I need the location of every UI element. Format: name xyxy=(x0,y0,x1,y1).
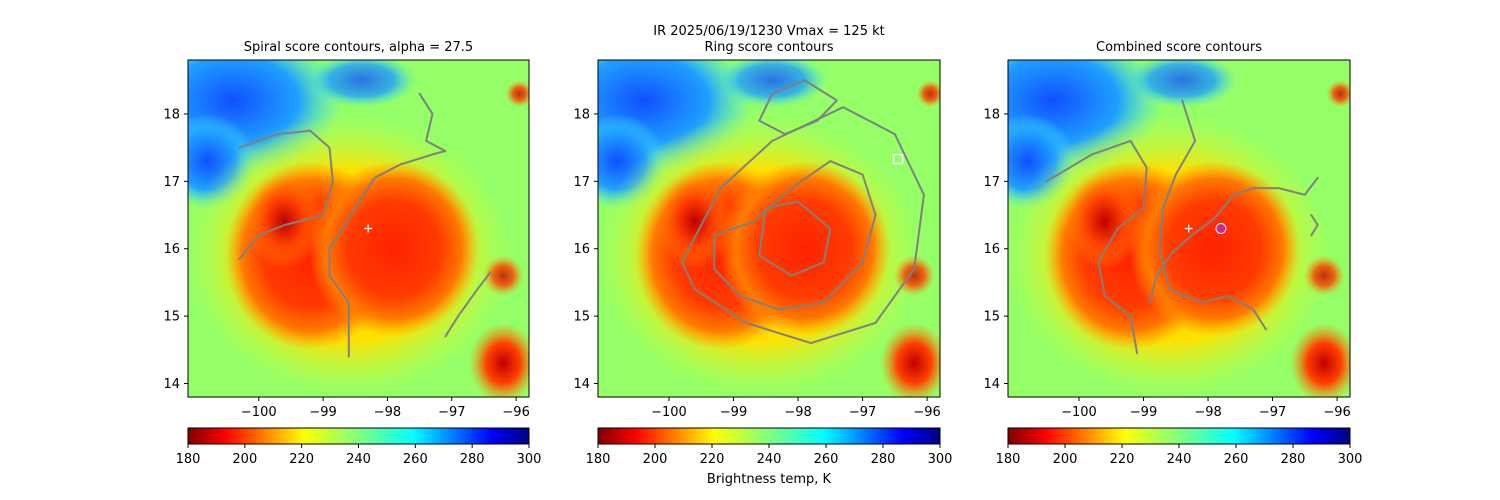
contour-line-1 xyxy=(238,129,334,260)
colorbar-tick-label: 300 xyxy=(1338,452,1363,467)
contour-line-4 xyxy=(1310,214,1319,237)
y-tick-label: 15 xyxy=(163,310,180,325)
contour-line-2 xyxy=(1158,99,1268,331)
panel-1: Spiral score contours, alpha = 27.5 −100 −… xyxy=(163,40,542,467)
contours xyxy=(238,92,492,358)
contour-line-3 xyxy=(1149,176,1319,304)
colorbar: 180 200 220 240 260 280 300 xyxy=(176,427,542,467)
ir-image xyxy=(1008,60,1350,397)
y-tick-label: 14 xyxy=(573,377,590,392)
colorbar-tick-label: 220 xyxy=(700,452,725,467)
contours xyxy=(1045,99,1319,355)
x-tick-label: −100 xyxy=(1061,405,1097,420)
y-tick-label: 17 xyxy=(983,175,1000,190)
y-tick-label: 18 xyxy=(573,107,590,122)
marker-square-1 xyxy=(892,153,904,165)
panels: Spiral score contours, alpha = 27.5 −100 −… xyxy=(163,40,1363,467)
colorbar-tick-label: 260 xyxy=(814,452,839,467)
figure-suptitle: IR 2025/06/19/1230 Vmax = 125 kt xyxy=(653,24,884,39)
colorbar-gradient xyxy=(187,427,530,445)
y-tick-label: 15 xyxy=(573,310,590,325)
colorbar-tick-label: 200 xyxy=(643,452,668,467)
colorbar: 180 200 220 240 260 280 300 xyxy=(586,427,953,467)
contour-line-1 xyxy=(1045,139,1148,355)
y-tick-label: 14 xyxy=(163,377,180,392)
axes-frame xyxy=(597,59,941,398)
ir-image xyxy=(598,60,940,397)
panel-title: Spiral score contours, alpha = 27.5 xyxy=(244,40,473,55)
contour-line-3 xyxy=(758,79,838,136)
contour-line-4 xyxy=(758,200,832,277)
x-tick-label: −99 xyxy=(720,405,747,420)
contour-line-1 xyxy=(713,160,877,311)
panel-title: Ring score contours xyxy=(704,40,833,55)
x-tick-label: −100 xyxy=(651,405,687,420)
x-tick-label: −96 xyxy=(502,405,529,420)
y-tick-label: 14 xyxy=(983,377,1000,392)
x-tick-label: −100 xyxy=(241,405,277,420)
x-tick-label: −99 xyxy=(1130,405,1157,420)
x-tick-label: −96 xyxy=(913,405,940,420)
y-tick-label: 18 xyxy=(163,107,180,122)
x-tick-label: −98 xyxy=(1194,405,1221,420)
marker-circle-2 xyxy=(1215,223,1227,234)
colorbar-tick-label: 300 xyxy=(517,452,542,467)
colorbar-tick-label: 180 xyxy=(586,452,611,467)
y-tick-label: 17 xyxy=(573,175,590,190)
y-tick-label: 17 xyxy=(163,175,180,190)
x-tick-label: −96 xyxy=(1323,405,1350,420)
contours xyxy=(680,79,925,345)
contour-line-3 xyxy=(444,271,492,338)
panel-2: Ring score contours −100 −99 −98 −97 −96 14 15 1… xyxy=(573,40,953,467)
colorbar-tick-label: 200 xyxy=(1053,452,1078,467)
contour-line-2 xyxy=(680,106,925,345)
colorbar-gradient xyxy=(1007,427,1351,445)
colorbar-tick-label: 240 xyxy=(346,452,371,467)
colorbar-tick-label: 200 xyxy=(232,452,257,467)
colorbar-tick-label: 280 xyxy=(871,452,896,467)
panel-3: Combined score contours −100 −99 −98 −97 −96 1… xyxy=(983,40,1363,467)
axes-frame xyxy=(1007,59,1351,398)
y-tick-label: 16 xyxy=(983,242,1000,257)
x-tick-label: −97 xyxy=(1259,405,1286,420)
colorbar-tick-label: 220 xyxy=(1110,452,1135,467)
ir-image xyxy=(188,60,529,397)
y-tick-label: 16 xyxy=(163,242,180,257)
x-tick-label: −98 xyxy=(784,405,811,420)
x-tick-label: −97 xyxy=(849,405,876,420)
y-tick-label: 16 xyxy=(573,242,590,257)
colorbar-tick-label: 300 xyxy=(928,452,953,467)
colorbar-tick-label: 240 xyxy=(1167,452,1192,467)
colorbar-tick-label: 260 xyxy=(1224,452,1249,467)
y-tick-label: 18 xyxy=(983,107,1000,122)
colorbar-gradient xyxy=(597,427,941,445)
colorbar-tick-label: 180 xyxy=(176,452,201,467)
colorbar-tick-label: 220 xyxy=(289,452,314,467)
panel-title: Combined score contours xyxy=(1096,40,1262,55)
colorbar-tick-label: 240 xyxy=(757,452,782,467)
colorbar-tick-label: 280 xyxy=(1281,452,1306,467)
axes-frame xyxy=(187,59,530,398)
x-tick-label: −97 xyxy=(438,405,465,420)
x-tick-label: −98 xyxy=(374,405,401,420)
contour-line-2 xyxy=(328,92,447,358)
colorbar-label: Brightness temp, K xyxy=(707,472,832,487)
y-tick-label: 15 xyxy=(983,310,1000,325)
colorbar-tick-label: 260 xyxy=(403,452,428,467)
marker-+-1 xyxy=(364,224,373,233)
colorbar-tick-label: 180 xyxy=(996,452,1021,467)
marker-+-1 xyxy=(1184,224,1193,233)
colorbar: 180 200 220 240 260 280 300 xyxy=(996,427,1363,467)
x-tick-label: −99 xyxy=(309,405,336,420)
colorbar-tick-label: 280 xyxy=(460,452,485,467)
